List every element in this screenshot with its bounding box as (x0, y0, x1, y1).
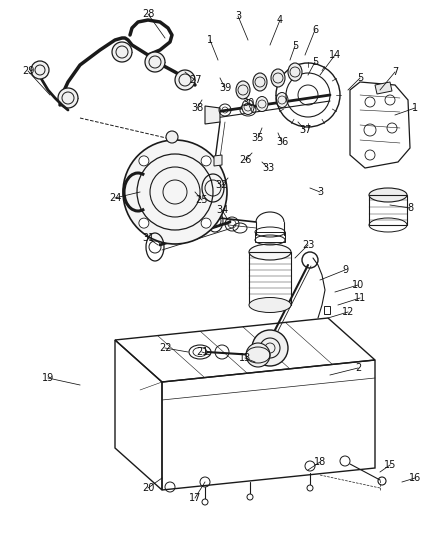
Text: 16: 16 (409, 473, 421, 483)
Text: 4: 4 (277, 15, 283, 25)
Text: 14: 14 (329, 50, 341, 60)
Circle shape (201, 156, 211, 166)
Text: 21: 21 (196, 347, 208, 357)
Circle shape (202, 499, 208, 505)
Circle shape (307, 485, 313, 491)
Text: 25: 25 (196, 195, 208, 205)
Polygon shape (214, 155, 222, 166)
Text: 23: 23 (302, 240, 314, 250)
Circle shape (123, 140, 227, 244)
Ellipse shape (288, 63, 302, 81)
Text: 9: 9 (342, 265, 348, 275)
Text: 37: 37 (299, 125, 311, 135)
Text: 3: 3 (235, 11, 241, 21)
Circle shape (139, 218, 149, 228)
Circle shape (201, 218, 211, 228)
Ellipse shape (256, 96, 268, 111)
Circle shape (166, 131, 178, 143)
Polygon shape (205, 106, 220, 124)
Ellipse shape (249, 297, 291, 312)
Text: 27: 27 (189, 75, 201, 85)
Ellipse shape (369, 188, 407, 202)
Text: 36: 36 (276, 137, 288, 147)
Text: 5: 5 (357, 73, 363, 83)
Circle shape (112, 42, 132, 62)
Circle shape (252, 330, 288, 366)
Text: 31: 31 (142, 233, 154, 243)
Text: 34: 34 (216, 205, 228, 215)
Text: 17: 17 (189, 493, 201, 503)
Circle shape (139, 156, 149, 166)
Text: 22: 22 (159, 343, 171, 353)
Ellipse shape (271, 69, 285, 87)
Text: 24: 24 (109, 193, 121, 203)
Circle shape (58, 88, 78, 108)
Text: 3: 3 (317, 187, 323, 197)
Text: 7: 7 (392, 67, 398, 77)
Circle shape (31, 61, 49, 79)
Circle shape (246, 343, 270, 367)
Text: 8: 8 (407, 203, 413, 213)
Text: 20: 20 (142, 483, 154, 493)
Ellipse shape (276, 93, 288, 108)
Text: 30: 30 (242, 98, 254, 108)
Text: 32: 32 (216, 180, 228, 190)
Text: 2: 2 (355, 363, 361, 373)
Text: 5: 5 (292, 41, 298, 51)
Circle shape (145, 52, 165, 72)
Circle shape (247, 494, 253, 500)
Text: 39: 39 (219, 83, 231, 93)
Text: 6: 6 (312, 25, 318, 35)
Circle shape (175, 70, 195, 90)
Text: 38: 38 (191, 103, 203, 113)
Text: 26: 26 (239, 155, 251, 165)
Text: 13: 13 (239, 353, 251, 363)
Text: 1: 1 (412, 103, 418, 113)
Text: 11: 11 (354, 293, 366, 303)
Text: 28: 28 (142, 9, 154, 19)
Ellipse shape (253, 73, 267, 91)
Text: 35: 35 (252, 133, 264, 143)
Text: 29: 29 (22, 66, 34, 76)
Ellipse shape (236, 81, 250, 99)
Text: 15: 15 (384, 460, 396, 470)
Text: 5: 5 (312, 57, 318, 67)
Polygon shape (375, 82, 392, 94)
Text: 18: 18 (314, 457, 326, 467)
Text: 10: 10 (352, 280, 364, 290)
Ellipse shape (242, 100, 254, 115)
Text: 33: 33 (262, 163, 274, 173)
Text: 19: 19 (42, 373, 54, 383)
Ellipse shape (249, 244, 291, 260)
Text: 1: 1 (207, 35, 213, 45)
Text: 12: 12 (342, 307, 354, 317)
